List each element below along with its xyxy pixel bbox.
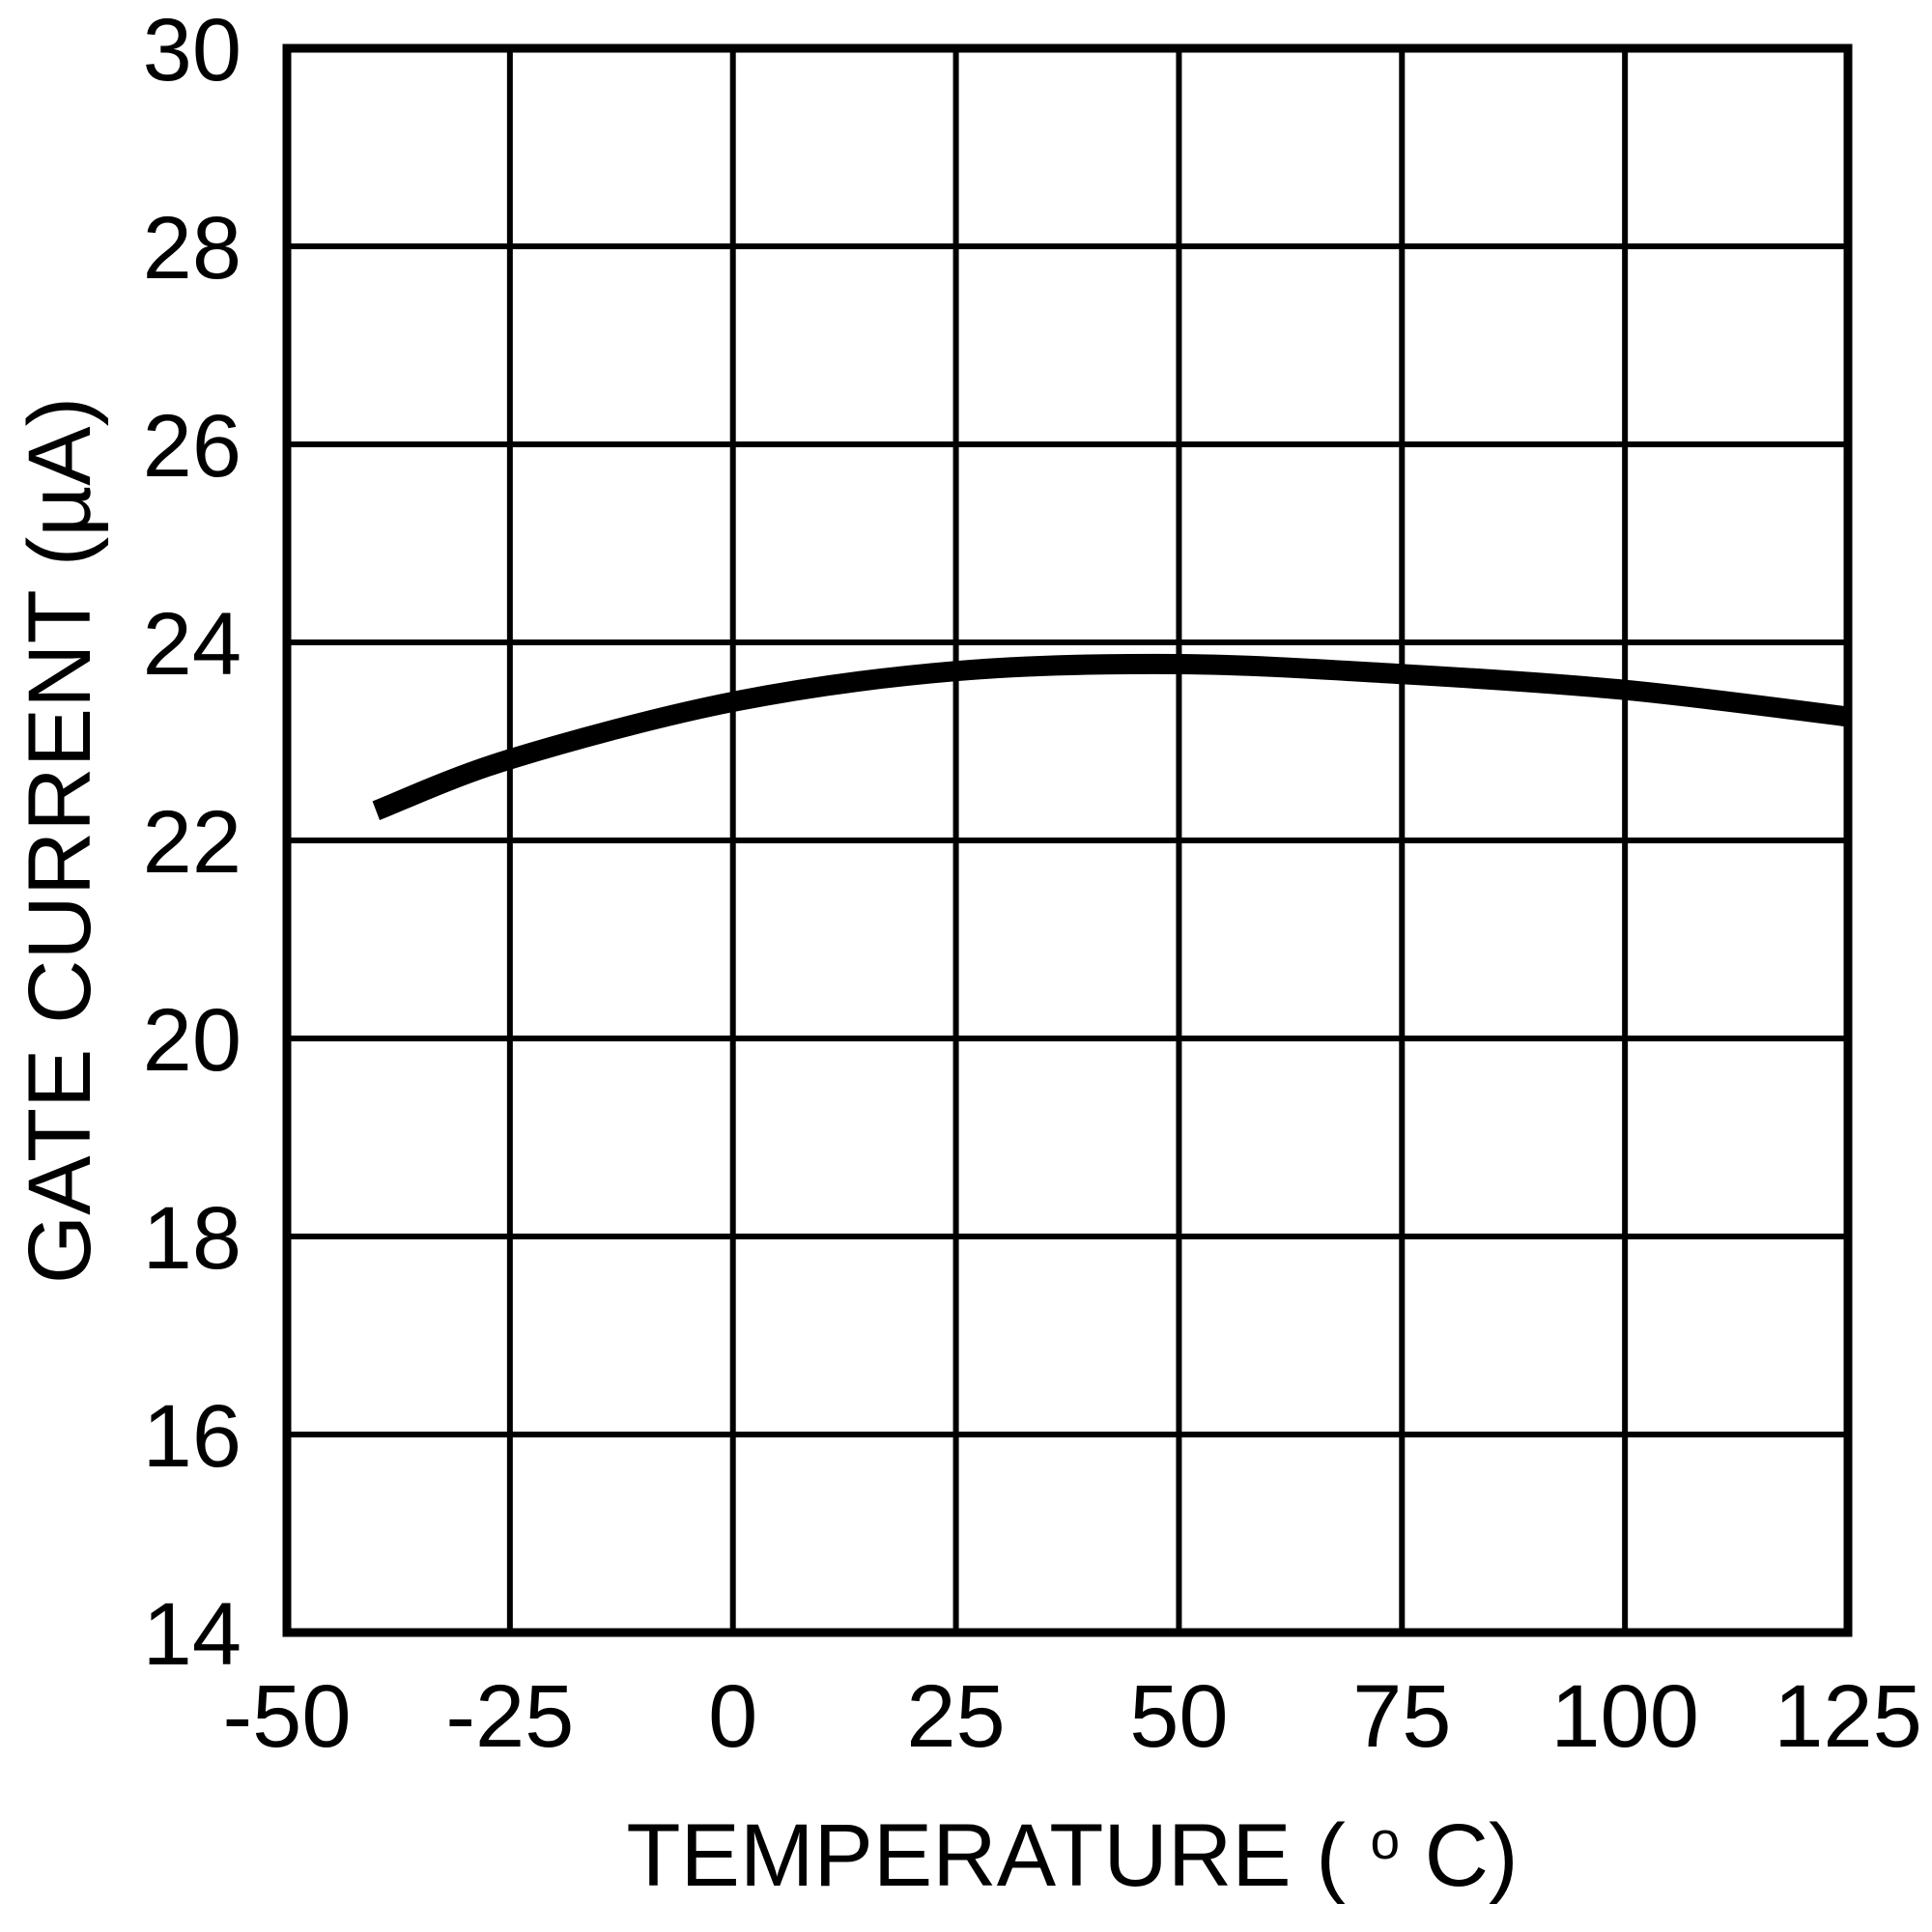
y-tick-label: 20	[143, 991, 242, 1090]
data-curve	[372, 653, 1850, 821]
x-tick-label: -50	[223, 1667, 352, 1766]
y-tick-label: 14	[143, 1585, 242, 1684]
x-axis-title-unit: C)	[1425, 1806, 1519, 1905]
y-tick-label: 28	[143, 199, 242, 298]
x-axis-title-text: TEMPERATURE (	[626, 1806, 1346, 1905]
y-tick-label: 22	[143, 793, 242, 892]
y-tick-label: 30	[143, 1, 242, 99]
plot-layer: -50 -25 0 25 50 75 100 125 14 16 18 20 22 24 26 28 30	[143, 1, 1922, 1766]
x-axis-title-superscript: o	[1370, 1810, 1400, 1870]
y-tick-label: 26	[143, 397, 242, 496]
x-tick-label: 125	[1774, 1667, 1922, 1766]
y-axis-title: GATE CURRENT (µA)	[11, 397, 109, 1285]
plot-border	[282, 43, 1853, 1637]
x-tick-label: 100	[1550, 1667, 1699, 1766]
x-tick-label: -25	[445, 1667, 574, 1766]
y-tick-label: 16	[143, 1387, 242, 1486]
x-tick-label: 50	[1129, 1667, 1228, 1766]
x-tick-label: 0	[708, 1667, 757, 1766]
x-tick-label: 75	[1352, 1667, 1451, 1766]
y-tick-label: 24	[143, 595, 242, 694]
x-axis-title: TEMPERATURE ( o C)	[626, 1779, 1518, 1905]
x-tick-label: 25	[906, 1667, 1005, 1766]
y-tick-label: 18	[143, 1189, 242, 1288]
